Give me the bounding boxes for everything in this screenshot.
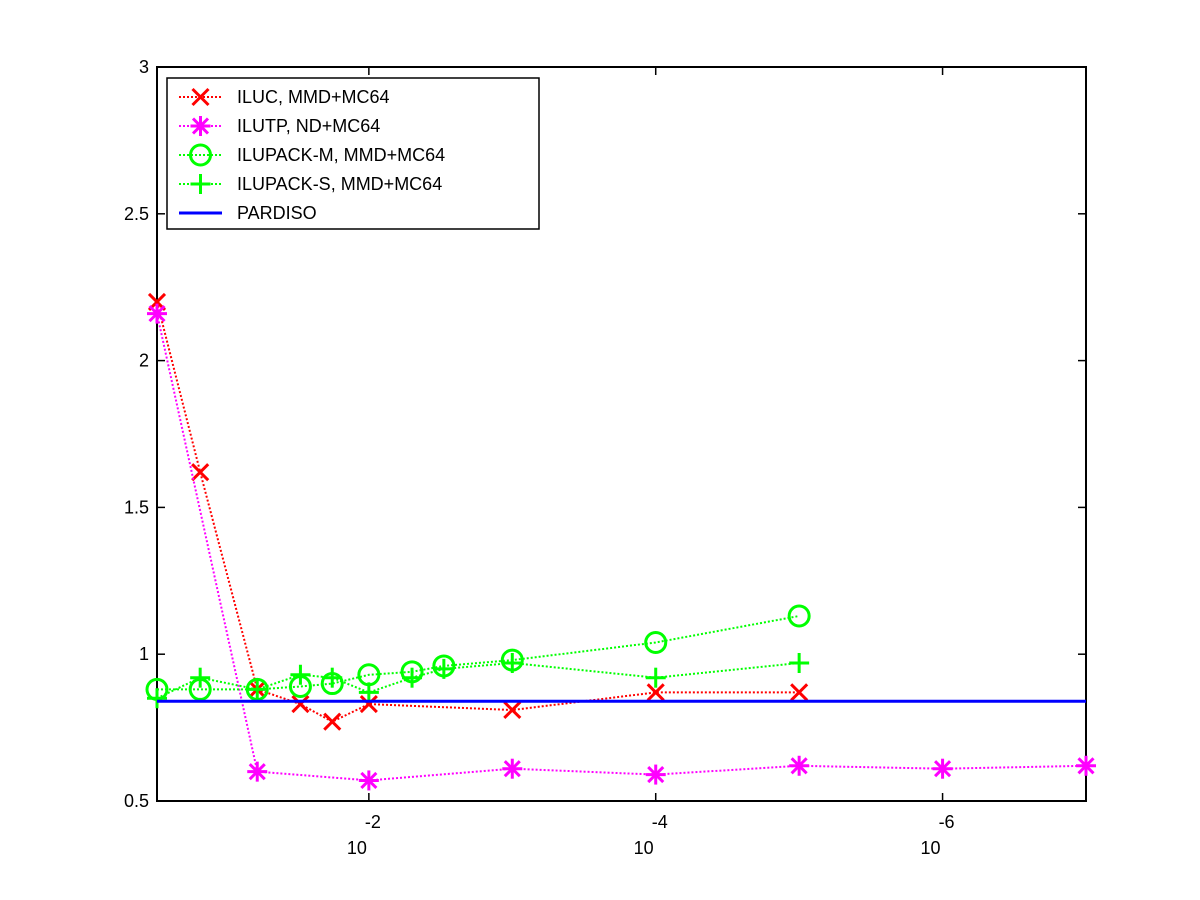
x-tick-label-base: 10 — [921, 838, 941, 858]
legend-entry: ILUTP, ND+MC64 — [179, 116, 380, 136]
legend-label: ILUTP, ND+MC64 — [237, 116, 380, 136]
legend-box — [166, 77, 540, 230]
data-point — [645, 667, 666, 688]
data-point — [147, 303, 167, 324]
y-tick-label: 0.5 — [124, 791, 149, 811]
data-point — [359, 695, 378, 714]
legend-entry: ILUPACK-M, MMD+MC64 — [179, 143, 445, 167]
data-point — [358, 682, 379, 703]
x-tick-label-base: 10 — [347, 838, 367, 858]
y-tick-label: 2.5 — [124, 204, 149, 224]
x-tick-label-base: 10 — [634, 838, 654, 858]
data-point — [402, 667, 423, 688]
data-point — [291, 695, 310, 714]
legend-entry: ILUPACK-S, MMD+MC64 — [179, 174, 442, 194]
y-tick-label: 1.5 — [124, 497, 149, 517]
data-point — [190, 667, 211, 688]
data-point — [502, 758, 523, 779]
legend-label: PARDISO — [237, 203, 317, 223]
series-line — [156, 313, 1087, 782]
y-tick-labels: 0.5 1 1.5 2 2.5 3 — [124, 57, 149, 811]
data-point — [290, 664, 311, 685]
data-point — [247, 679, 268, 700]
series-ilutp-nd-mc64 — [147, 303, 1096, 791]
series-line — [157, 615, 800, 691]
y-tick-label: 1 — [139, 644, 149, 664]
series-iluc-mmd-mc64 — [147, 292, 809, 731]
series-ilupack-s-mmd-mc64 — [147, 653, 810, 709]
data-point — [1076, 755, 1096, 776]
data-point — [790, 683, 809, 702]
data-point — [191, 463, 210, 482]
data-point — [358, 770, 379, 791]
legend-marker — [189, 143, 212, 167]
data-point — [932, 758, 953, 779]
data-point — [322, 667, 343, 688]
data-point — [645, 764, 666, 785]
x-tick-label-exponent: -4 — [652, 812, 668, 832]
legend-marker — [190, 116, 211, 136]
x-tick-label-exponent: -2 — [365, 812, 381, 832]
legend-entry: PARDISO — [179, 203, 317, 223]
data-point — [503, 700, 522, 720]
data-point — [502, 653, 523, 674]
data-point — [789, 653, 810, 674]
data-point — [787, 604, 811, 628]
legend: ILUC, MMD+MC64 ILUTP, ND+MC64 ILUPACK-M, M… — [166, 77, 540, 230]
y-tick-label: 2 — [139, 351, 149, 371]
y-tick-label: 3 — [139, 57, 149, 77]
tick-marks — [157, 66, 1086, 802]
legend-marker — [191, 87, 210, 107]
data-point — [147, 688, 167, 709]
data-point — [646, 683, 665, 702]
data-point — [433, 658, 454, 679]
x-tick-labels: 10 -2 10 -4 10 -6 — [347, 812, 955, 858]
legend-label: ILUPACK-S, MMD+MC64 — [237, 174, 442, 194]
legend-marker — [190, 174, 211, 194]
data-point — [644, 630, 668, 654]
x-tick-label-exponent: -6 — [939, 812, 955, 832]
data-point — [323, 712, 342, 731]
legend-label: ILUPACK-M, MMD+MC64 — [237, 145, 445, 165]
legend-label: ILUC, MMD+MC64 — [237, 87, 390, 107]
data-point — [247, 761, 268, 782]
data-point — [789, 755, 810, 776]
series-layer — [145, 292, 1096, 791]
legend-entry: ILUC, MMD+MC64 — [179, 87, 390, 107]
